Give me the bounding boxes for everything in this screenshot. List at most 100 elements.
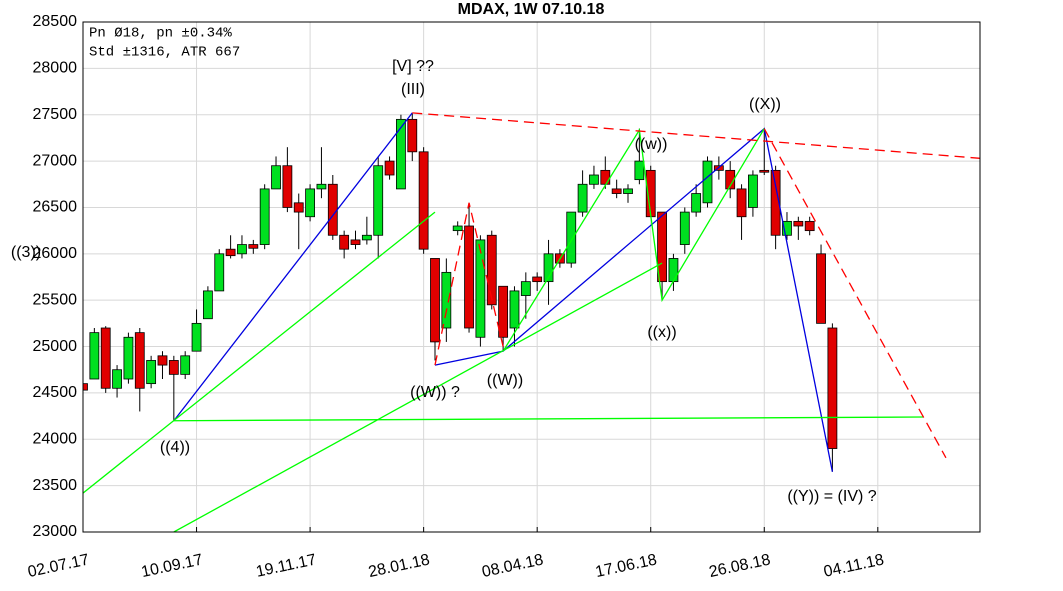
trendline bbox=[83, 211, 436, 494]
candle-body bbox=[339, 234, 350, 250]
annotation: ((4)) bbox=[160, 439, 190, 456]
x-tick-label: 04.11.18 bbox=[822, 551, 885, 580]
candle-body bbox=[180, 355, 191, 375]
candle-body bbox=[373, 165, 384, 236]
candle-body bbox=[327, 183, 338, 236]
candle-body bbox=[134, 332, 145, 389]
y-tick-label: 27000 bbox=[33, 152, 78, 169]
candle-body bbox=[316, 183, 327, 190]
candle-body bbox=[452, 225, 463, 232]
candle-body bbox=[396, 118, 406, 190]
y-tick-label: 26500 bbox=[33, 199, 78, 216]
y-tick-label: 23500 bbox=[33, 477, 78, 494]
candle-body bbox=[782, 220, 792, 236]
trendline bbox=[173, 112, 413, 422]
candle-body bbox=[202, 290, 213, 320]
candle-body bbox=[248, 244, 259, 249]
grid bbox=[82, 21, 980, 533]
candle-body bbox=[589, 174, 599, 185]
trendline bbox=[434, 127, 834, 472]
chart-title: MDAX, 1W 07.10.18 bbox=[458, 1, 605, 18]
candle-body bbox=[293, 202, 304, 213]
candle-body bbox=[679, 211, 690, 245]
candle-body bbox=[89, 332, 100, 380]
candle-body bbox=[259, 188, 270, 245]
x-tick-label: 17.06.18 bbox=[594, 551, 659, 581]
candle-body bbox=[214, 253, 225, 292]
y-tick-label: 25000 bbox=[33, 338, 78, 355]
x-tick-label: 02.07.17 bbox=[26, 551, 91, 581]
x-tick-label: 08.04.18 bbox=[480, 551, 545, 581]
candle-body bbox=[100, 327, 111, 389]
candle-body bbox=[577, 183, 588, 213]
candle-body bbox=[668, 258, 679, 283]
candle-body bbox=[83, 383, 88, 391]
candle-body bbox=[566, 211, 577, 264]
candle-body bbox=[225, 248, 236, 257]
candle-body bbox=[759, 169, 770, 173]
annotation: ((W)) bbox=[487, 372, 523, 389]
candle-body bbox=[804, 220, 815, 232]
trendlines bbox=[83, 112, 980, 532]
candle-body bbox=[430, 258, 440, 343]
candle-body bbox=[191, 322, 202, 352]
axes-box bbox=[82, 21, 981, 533]
candle-body bbox=[634, 160, 645, 181]
candle-body bbox=[748, 174, 758, 208]
candle-body bbox=[157, 355, 168, 366]
y-tick-label: 24500 bbox=[33, 384, 78, 401]
trendline bbox=[173, 262, 663, 532]
candle-body bbox=[486, 234, 497, 306]
candle-body bbox=[691, 193, 702, 213]
candle-body bbox=[736, 188, 747, 218]
x-tick-label: 10.09.17 bbox=[140, 551, 205, 581]
candle-body bbox=[725, 169, 736, 190]
candle-body bbox=[827, 327, 838, 449]
candle-body bbox=[543, 253, 554, 283]
candle-body bbox=[123, 336, 134, 380]
candle-body bbox=[305, 188, 315, 218]
candle-body bbox=[168, 360, 179, 375]
marks bbox=[83, 112, 838, 472]
info-line: Std ±1316, ATR 667 bbox=[89, 45, 240, 61]
annotation: ((3)) bbox=[11, 244, 41, 261]
annotation: ((Y)) = (IV) ? bbox=[787, 488, 876, 505]
candle-body bbox=[657, 211, 667, 283]
annotation: ((w)) bbox=[635, 136, 668, 153]
trendline bbox=[434, 202, 504, 366]
y-tick-label: 28000 bbox=[33, 60, 78, 77]
candle-body bbox=[418, 151, 429, 250]
annotation: ((X)) bbox=[749, 96, 781, 113]
candle-body bbox=[600, 169, 611, 185]
annotation: (III) bbox=[401, 81, 425, 98]
candle-body bbox=[793, 220, 804, 227]
candle-body bbox=[384, 160, 395, 176]
candle-body bbox=[520, 281, 531, 296]
candle-body bbox=[237, 244, 247, 255]
candle-body bbox=[532, 276, 543, 283]
info-line: Pn Ø18, pn ±0.34% bbox=[89, 26, 232, 42]
candle-body bbox=[441, 271, 452, 329]
candle-body bbox=[282, 165, 293, 208]
y-tick-label: 27500 bbox=[33, 106, 78, 123]
y-tick-label: 24000 bbox=[33, 430, 78, 447]
candle-body bbox=[509, 290, 520, 329]
candle-body bbox=[611, 188, 622, 194]
candle-body bbox=[702, 160, 713, 204]
y-tick-label: 28500 bbox=[33, 13, 78, 30]
candle-body bbox=[350, 239, 361, 245]
x-tick-label: 28.01.18 bbox=[367, 551, 432, 581]
x-tick-label: 19.11.17 bbox=[255, 551, 318, 580]
candle-body bbox=[816, 253, 826, 324]
trendline bbox=[173, 416, 924, 422]
y-tick-label: 25500 bbox=[33, 291, 78, 308]
candle-body bbox=[498, 285, 509, 338]
trendline bbox=[502, 128, 765, 352]
candle-body bbox=[407, 118, 418, 153]
annotation: ((x)) bbox=[647, 324, 676, 341]
candle-body bbox=[112, 369, 122, 389]
candle-body bbox=[623, 188, 633, 194]
candle-body bbox=[475, 239, 486, 338]
